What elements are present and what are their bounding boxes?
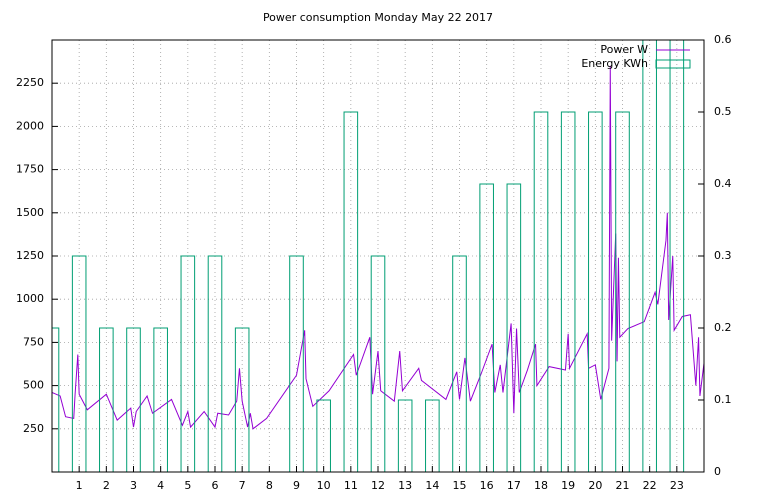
axes: 1 2 3 4 5 6 7 8 9 10 11 12 13 14 15 16 17 18 19 20 21 22 23250… — [16, 33, 732, 492]
x-tick-label: 5 — [184, 479, 191, 492]
x-tick-label: 12 — [371, 479, 385, 492]
energy-box — [180, 255, 196, 472]
x-tick-label: 23 — [670, 479, 684, 492]
energy-box — [370, 255, 386, 472]
chart-title: Power consumption Monday May 22 2017 — [263, 11, 493, 24]
x-tick-label: 10 — [317, 479, 331, 492]
y-tick-label: 2250 — [16, 76, 44, 89]
x-tick-label: 7 — [239, 479, 246, 492]
energy-box — [506, 183, 522, 472]
y2-tick-label: 0.2 — [714, 321, 732, 334]
energy-box — [153, 327, 168, 472]
y2-tick-label: 0 — [714, 465, 721, 478]
x-tick-label: 16 — [480, 479, 494, 492]
x-tick-label: 14 — [425, 479, 439, 492]
y-tick-label: 1500 — [16, 206, 44, 219]
y-tick-label: 250 — [23, 422, 44, 435]
y2-tick-label: 0.1 — [714, 393, 732, 406]
x-tick-label: 8 — [266, 479, 273, 492]
y-tick-label: 2000 — [16, 119, 44, 132]
y2-tick-label: 0.5 — [714, 105, 732, 118]
energy-box — [52, 327, 60, 472]
x-tick-label: 3 — [130, 479, 137, 492]
energy-box — [669, 40, 685, 472]
x-tick-label: 13 — [398, 479, 412, 492]
energy-box — [234, 327, 250, 472]
power-line — [52, 65, 704, 430]
legend-swatch — [655, 59, 691, 69]
plot-area — [52, 40, 704, 472]
energy-box — [425, 399, 440, 472]
x-tick-label: 6 — [212, 479, 219, 492]
energy-box — [452, 255, 467, 472]
y-tick-label: 500 — [23, 379, 44, 392]
x-tick-label: 20 — [588, 479, 602, 492]
energy-box — [71, 255, 87, 472]
x-tick-label: 19 — [561, 479, 575, 492]
energy-box — [397, 399, 413, 472]
energy-box — [99, 327, 114, 472]
energy-box — [615, 111, 630, 472]
x-tick-label: 17 — [507, 479, 521, 492]
energy-box — [289, 255, 304, 472]
legend-label: Energy KWh — [581, 57, 648, 70]
y-tick-label: 750 — [23, 335, 44, 348]
energy-box — [316, 399, 331, 472]
x-tick-label: 11 — [344, 479, 358, 492]
x-tick-label: 1 — [76, 479, 83, 492]
x-tick-label: 22 — [643, 479, 657, 492]
energy-box — [533, 111, 549, 472]
energy-box — [126, 327, 141, 472]
energy-box — [560, 111, 576, 472]
energy-box — [642, 40, 657, 472]
y-tick-label: 1000 — [16, 292, 44, 305]
x-tick-label: 21 — [616, 479, 630, 492]
x-tick-label: 9 — [293, 479, 300, 492]
y2-tick-label: 0.3 — [714, 249, 732, 262]
x-tick-label: 2 — [103, 479, 110, 492]
energy-box — [207, 255, 223, 472]
energy-box — [343, 111, 359, 472]
x-tick-label: 4 — [157, 479, 164, 492]
energy-box — [588, 111, 603, 472]
y-tick-label: 1250 — [16, 249, 44, 262]
legend-label: Power W — [600, 43, 648, 56]
y2-tick-label: 0.6 — [714, 33, 732, 46]
x-tick-label: 15 — [453, 479, 467, 492]
x-tick-label: 18 — [534, 479, 548, 492]
y-tick-label: 1750 — [16, 163, 44, 176]
energy-box — [479, 183, 494, 472]
y2-tick-label: 0.4 — [714, 177, 732, 190]
